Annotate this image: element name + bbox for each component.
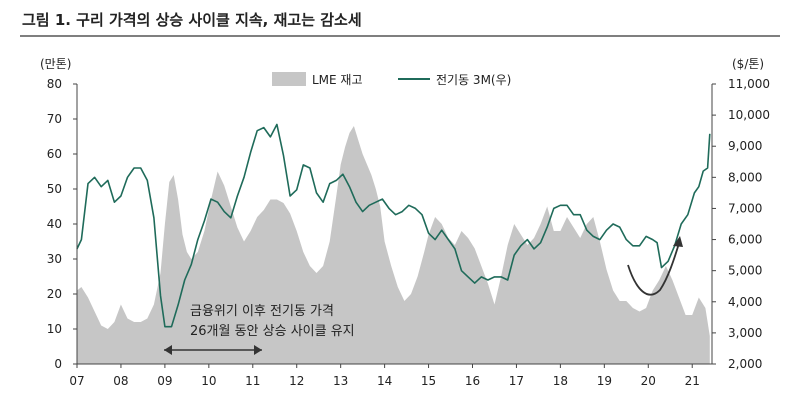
- rebound-curve-arrow: [627, 236, 683, 296]
- x-tick-label: 17: [509, 374, 524, 388]
- price-line: [76, 123, 711, 328]
- left-tick-label: 50: [47, 182, 62, 196]
- right-tick-label: 10,000: [728, 108, 770, 122]
- x-axis-ticks: 07 08 09 10 11 12 13 14 15 16 17 18 19 20 21: [69, 364, 700, 388]
- left-tick-label: 0: [54, 357, 62, 371]
- annotation-double-arrow: [164, 345, 262, 355]
- right-axis-ticks: 2,000 3,000 4,000 5,000 6,000 7,000 8,000 9,000…: [712, 77, 770, 371]
- right-tick-label: 4,000: [728, 295, 762, 309]
- right-tick-label: 7,000: [728, 201, 762, 215]
- x-tick-label: 18: [553, 374, 568, 388]
- x-tick-label: 09: [157, 374, 172, 388]
- legend: LME 재고 전기동 3M(우): [272, 72, 511, 87]
- right-tick-label: 8,000: [728, 170, 762, 184]
- x-tick-label: 16: [465, 374, 480, 388]
- left-tick-label: 20: [47, 287, 62, 301]
- right-tick-label: 3,000: [728, 326, 762, 340]
- inventory-area-layer: [77, 126, 710, 364]
- right-axis-unit: ($/톤): [732, 57, 764, 71]
- legend-label-price: 전기동 3M(우): [436, 73, 511, 87]
- right-tick-label: 9,000: [728, 139, 762, 153]
- x-tick-label: 10: [201, 374, 216, 388]
- x-tick-label: 08: [113, 374, 128, 388]
- annotation-text-line1: 금융위기 이후 전기동 가격: [190, 304, 334, 319]
- price-line-layer: [76, 123, 711, 328]
- left-tick-label: 40: [47, 217, 62, 231]
- legend-swatch-inventory: [272, 72, 306, 86]
- x-tick-label: 13: [333, 374, 348, 388]
- inventory-area: [77, 126, 710, 364]
- annotation-text-line2: 26개월 동안 상승 사이클 유지: [190, 324, 355, 339]
- left-tick-label: 10: [47, 322, 62, 336]
- x-tick-label: 14: [377, 374, 392, 388]
- legend-label-inventory: LME 재고: [312, 73, 363, 87]
- left-tick-label: 30: [47, 252, 62, 266]
- left-tick-label: 80: [47, 77, 62, 91]
- x-tick-label: 15: [421, 374, 436, 388]
- x-tick-label: 21: [685, 374, 700, 388]
- left-tick-label: 60: [47, 147, 62, 161]
- left-axis-ticks: 0 10 20 30 40 50 60 70 80: [47, 77, 77, 371]
- left-tick-label: 70: [47, 112, 62, 126]
- left-axis-unit: (만톤): [40, 57, 71, 71]
- x-tick-label: 19: [597, 374, 612, 388]
- x-tick-label: 20: [641, 374, 656, 388]
- right-tick-label: 5,000: [728, 264, 762, 278]
- x-tick-label: 12: [289, 374, 304, 388]
- chart-title: 그림 1. 구리 가격의 상승 사이클 지속, 재고는 감소세: [22, 11, 362, 29]
- right-tick-label: 6,000: [728, 233, 762, 247]
- x-tick-label: 11: [245, 374, 260, 388]
- right-tick-label: 11,000: [728, 77, 770, 91]
- right-tick-label: 2,000: [728, 357, 762, 371]
- annotation: 금융위기 이후 전기동 가격 26개월 동안 상승 사이클 유지: [164, 236, 683, 355]
- x-tick-label: 07: [69, 374, 84, 388]
